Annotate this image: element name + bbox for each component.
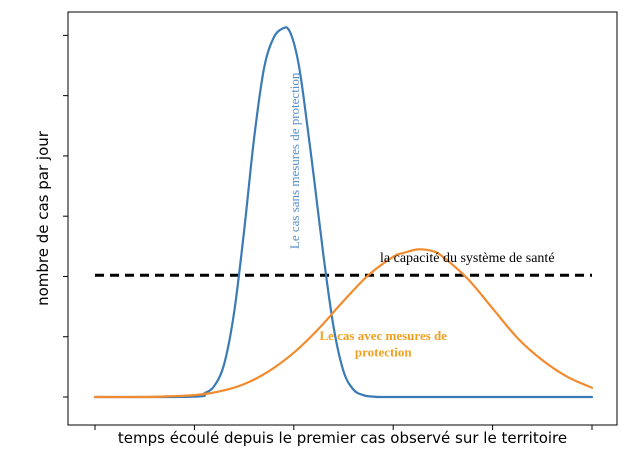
axis-ticks xyxy=(63,34,593,430)
annotation-without-protection: Le cas sans mesures de protection xyxy=(287,72,302,249)
x-axis-label: temps écoulé depuis le premier cas obser… xyxy=(118,429,567,447)
series-line-without-protection xyxy=(93,26,594,399)
annotation-with-protection-line-1: Le cas avec mesures de xyxy=(319,328,447,343)
y-axis-label: nombre de cas par jour xyxy=(34,130,52,306)
series-lines xyxy=(93,26,594,399)
annotation-with-protection-line-2: protection xyxy=(355,344,413,359)
annotations: la capacité du système de santé Le cas sa… xyxy=(287,72,555,359)
capacity-label: la capacité du système de santé xyxy=(380,251,555,266)
plot-frame xyxy=(67,11,618,426)
series-line-with-protection xyxy=(93,248,594,399)
